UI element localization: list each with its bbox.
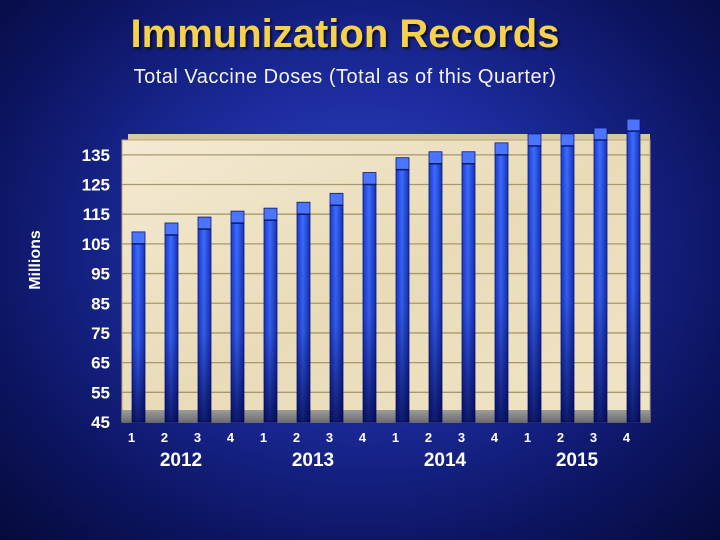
chart-title: Immunization Records (130, 12, 560, 56)
bar (329, 192, 344, 423)
chart-subtitle: Total Vaccine Doses (Total as of this Qu… (133, 66, 557, 88)
bar-shade (297, 214, 310, 422)
bar (296, 201, 311, 423)
bar-cap (560, 133, 575, 147)
bar-shade (264, 220, 277, 422)
x-tick-label: 3 (326, 430, 333, 445)
bar-cap (494, 142, 509, 156)
x-tick-label: 4 (491, 430, 499, 445)
x-tick-label: 3 (194, 430, 201, 445)
y-tick-label: 115 (83, 205, 110, 224)
x-tick-label: 1 (524, 430, 531, 445)
bar (593, 127, 608, 423)
y-tick-label: 135 (82, 146, 110, 165)
bar (230, 210, 245, 423)
bar-cap (197, 216, 212, 230)
x-tick-label: 4 (227, 430, 235, 445)
bar (428, 151, 443, 423)
year-group-label: 2014 (424, 450, 467, 471)
bar-shade (561, 145, 574, 423)
bar (164, 222, 179, 423)
bar-shade (495, 154, 508, 422)
bar (263, 207, 278, 423)
bar-cap (131, 231, 146, 245)
y-tick-label: 45 (91, 413, 110, 432)
year-group-label: 2015 (556, 450, 599, 471)
y-tick-label: 75 (91, 324, 110, 343)
x-tick-label: 1 (128, 430, 135, 445)
bar (197, 216, 212, 423)
bar (362, 172, 377, 423)
bar-cap (395, 157, 410, 171)
bar-cap (296, 201, 311, 215)
x-tick-label: 3 (458, 430, 465, 445)
x-tick-label: 2 (425, 430, 432, 445)
bar (395, 157, 410, 423)
x-tick-label: 2 (293, 430, 300, 445)
bar-shade (594, 140, 607, 422)
bar (626, 118, 641, 423)
y-tick-label: 65 (91, 354, 110, 373)
bar-shade (627, 131, 640, 423)
bar-shade (165, 234, 178, 422)
bar (461, 151, 476, 423)
bar-cap (263, 207, 278, 221)
y-tick-label: 125 (82, 176, 110, 195)
bar-cap (626, 118, 641, 132)
bar-cap (428, 151, 443, 165)
bar-shade (363, 184, 376, 422)
bar (560, 133, 575, 423)
plot-floor (122, 410, 650, 422)
year-group-label: 2012 (160, 450, 202, 471)
y-tick-label: 85 (91, 294, 110, 313)
x-tick-label: 4 (359, 430, 367, 445)
bar (131, 231, 146, 423)
x-tick-label: 4 (623, 430, 631, 445)
y-tick-label: 95 (91, 265, 110, 284)
bar-shade (198, 229, 211, 422)
bar-shade (429, 163, 442, 422)
x-tick-label: 3 (590, 430, 597, 445)
y-tick-label: 105 (82, 235, 110, 254)
bar-cap (362, 172, 377, 185)
x-tick-label: 2 (557, 430, 564, 445)
bar-shade (396, 169, 409, 422)
bar-shade (330, 205, 343, 422)
bar-cap (230, 210, 245, 224)
bar-cap (329, 192, 344, 206)
bar-shade (132, 243, 145, 422)
bar-cap (527, 133, 542, 147)
bar (494, 142, 509, 423)
bar-cap (164, 222, 179, 236)
bar-shade (231, 223, 244, 422)
bar-cap (593, 127, 608, 141)
bar-shade (462, 163, 475, 422)
y-tick-label: 55 (91, 383, 110, 402)
year-group-label: 2013 (292, 450, 334, 471)
bar-cap (461, 151, 476, 165)
x-tick-label: 1 (392, 430, 399, 445)
x-tick-label: 1 (260, 430, 267, 445)
bar (527, 133, 542, 423)
x-tick-label: 2 (161, 430, 168, 445)
bar-shade (528, 145, 541, 423)
